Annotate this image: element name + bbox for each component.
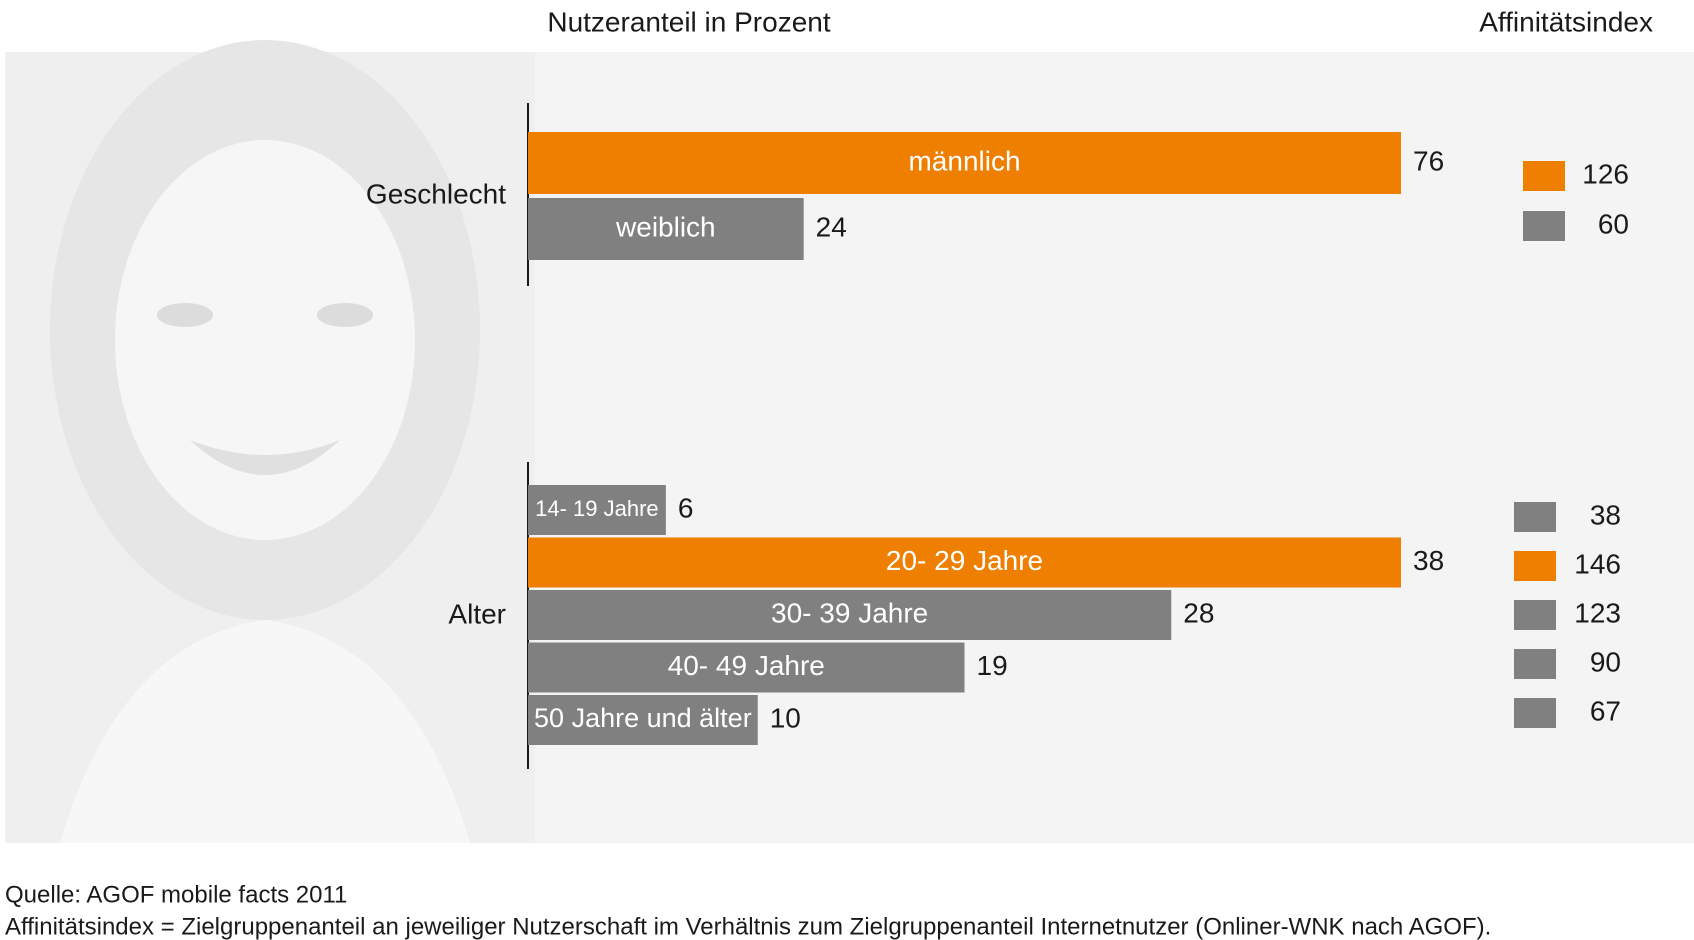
affinity-value: 126 — [1582, 158, 1629, 189]
affinity-marker — [1523, 161, 1565, 191]
affinity-value: 90 — [1590, 646, 1621, 677]
affinity-value: 146 — [1574, 548, 1621, 579]
bar-label: männlich — [908, 145, 1020, 176]
chart: Nutzeranteil in Prozent Affinitätsindex … — [0, 0, 1694, 940]
value-label: 24 — [816, 211, 847, 242]
value-label: 19 — [977, 650, 1008, 681]
affinity-marker — [1523, 211, 1565, 241]
photo — [6, 40, 535, 843]
group-label: Alter — [448, 598, 506, 629]
group-label: Geschlecht — [366, 178, 506, 209]
affinity-value: 60 — [1598, 208, 1629, 239]
value-label: 10 — [770, 702, 801, 733]
affinity-marker — [1514, 551, 1556, 581]
affinity-title: Affinitätsindex — [1479, 6, 1653, 37]
x-axis-title: Nutzeranteil in Prozent — [547, 6, 830, 37]
value-label: 38 — [1413, 545, 1444, 576]
affinity-value: 67 — [1590, 695, 1621, 726]
bar-label: 40- 49 Jahre — [668, 650, 825, 681]
value-label: 6 — [678, 492, 694, 523]
affinity-value: 123 — [1574, 597, 1621, 628]
affinity-marker — [1514, 600, 1556, 630]
value-label: 28 — [1183, 597, 1214, 628]
affinity-value: 38 — [1590, 499, 1621, 530]
bar-label: 50 Jahre und älter — [534, 703, 752, 733]
value-label: 76 — [1413, 145, 1444, 176]
bar-label: 30- 39 Jahre — [771, 597, 928, 628]
note: Affinitätsindex = Zielgruppenanteil an j… — [5, 913, 1491, 940]
affinity-marker — [1514, 502, 1556, 532]
source: Quelle: AGOF mobile facts 2011 — [5, 881, 347, 908]
bar-label: 20- 29 Jahre — [886, 545, 1043, 576]
bar-label: 14- 19 Jahre — [535, 496, 659, 521]
bar-label: weiblich — [615, 211, 716, 242]
affinity-marker — [1514, 698, 1556, 728]
affinity-marker — [1514, 649, 1556, 679]
